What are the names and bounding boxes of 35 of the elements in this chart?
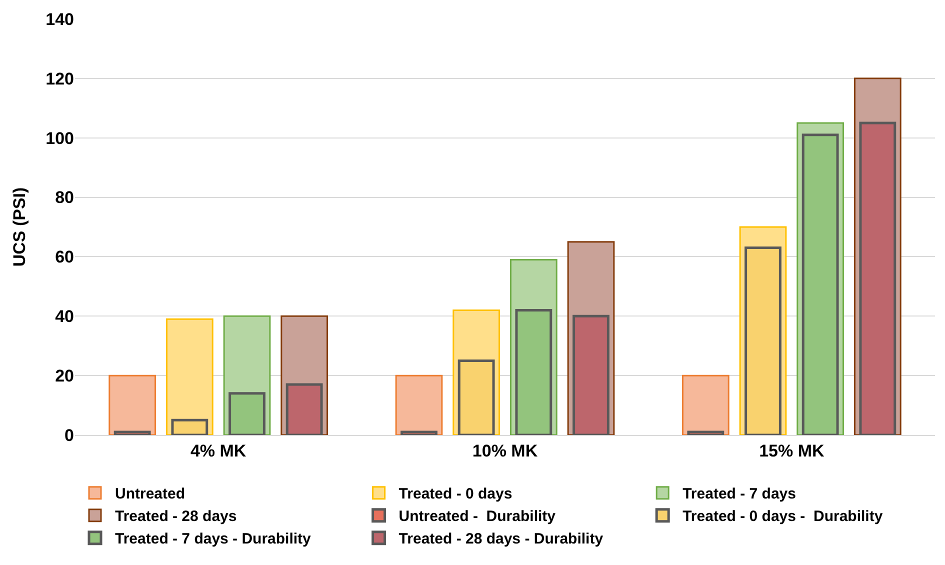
legend-label: Treated - 7 days: [682, 486, 796, 503]
bar: [859, 122, 896, 435]
y-tick-label: 20: [55, 366, 74, 386]
x-tick-label: 4% MK: [190, 441, 247, 460]
y-tick-label: 60: [55, 248, 74, 267]
legend-label: Untreated - Durability: [398, 508, 556, 526]
legend-label: Treated - 28 days: [115, 508, 237, 526]
y-tick-label: 100: [46, 128, 74, 148]
bar: [687, 430, 724, 435]
bar: [395, 374, 443, 435]
bar: [802, 134, 839, 435]
y-tick-label: 0: [64, 426, 74, 445]
bar: [171, 418, 208, 435]
bar: [114, 430, 151, 435]
bar: [682, 374, 730, 435]
legend-label: Treated - 0 days: [398, 486, 512, 503]
bar: [458, 359, 495, 435]
legend-label: Untreated: [115, 486, 186, 503]
x-tick-label: 10% MK: [472, 441, 538, 460]
bar: [108, 374, 156, 435]
y-tick-label: 80: [55, 188, 74, 208]
y-tick-label: 140: [46, 10, 74, 29]
bar: [400, 430, 438, 435]
y-tick-label: 120: [46, 69, 74, 88]
legend-label: Treated - 0 days - Durability: [682, 508, 884, 526]
y-tick-label: 40: [55, 307, 74, 326]
y-axis-title: UCS (PSI): [10, 187, 30, 267]
legend-label: Treated - 7 days - Durability: [115, 530, 312, 548]
legend-label: Treated - 28 days - Durability: [398, 530, 604, 548]
bar: [572, 314, 610, 435]
x-tick-label: 15% MK: [759, 441, 825, 460]
bar: [744, 246, 782, 435]
bar: [228, 392, 266, 435]
bar: [515, 308, 552, 435]
bar: [286, 383, 323, 435]
